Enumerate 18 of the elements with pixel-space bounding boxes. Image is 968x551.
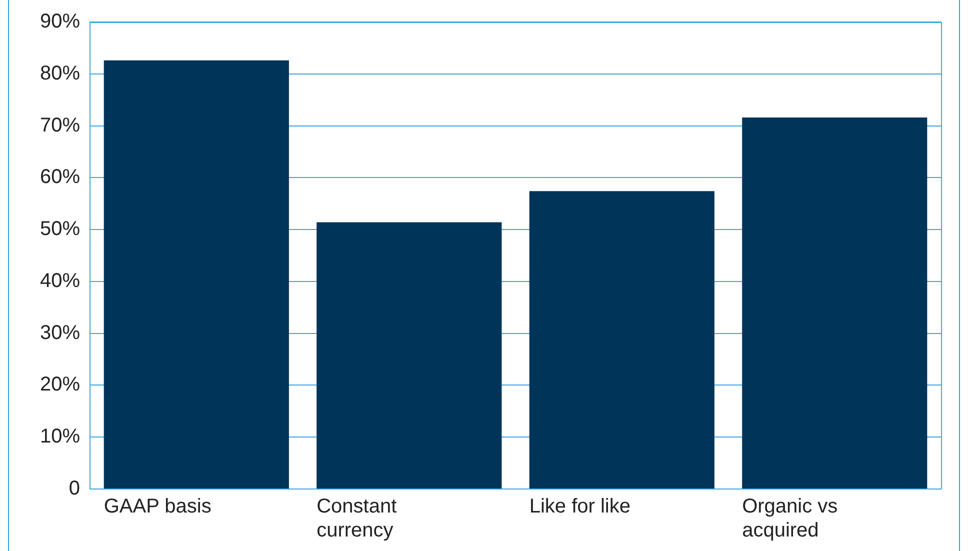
x-tick-label: Organic vs acquired xyxy=(742,496,838,542)
y-tick-label: 80% xyxy=(40,62,80,84)
y-tick-label: 90% xyxy=(40,10,80,33)
bar xyxy=(104,60,289,488)
y-tick-label: 30% xyxy=(40,322,80,344)
x-tick-label: Constant currency xyxy=(316,496,398,542)
bar xyxy=(529,191,714,488)
y-tick-label: 50% xyxy=(40,218,80,240)
x-tick-label: Like for like xyxy=(529,496,630,518)
y-tick-label: 0 xyxy=(68,478,80,500)
y-tick-label: 10% xyxy=(40,426,80,448)
y-tick-label: 20% xyxy=(40,374,80,396)
x-tick-label: GAAP basis xyxy=(104,496,212,518)
bar xyxy=(742,117,928,488)
y-tick-label: 40% xyxy=(40,270,80,292)
bar xyxy=(316,222,502,488)
y-tick-label: 60% xyxy=(40,166,80,188)
y-tick-label: 70% xyxy=(40,114,80,136)
